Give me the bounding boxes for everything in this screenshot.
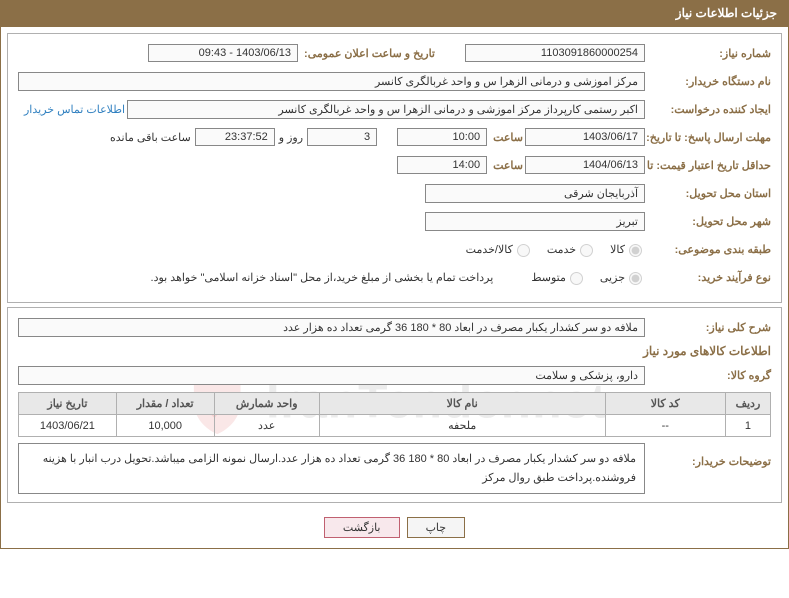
label-need-desc: شرح کلی نیاز: [651, 321, 771, 334]
label-remaining: ساعت باقی مانده [106, 129, 195, 146]
table-cell: 1403/06/21 [19, 415, 117, 437]
table-cell: 1 [725, 415, 770, 437]
label-day-and: روز و [275, 129, 307, 146]
value-resp-clock: 23:37:52 [195, 128, 275, 146]
value-need-desc: ملافه دو سر کشدار یکبار مصرف در ابعاد 80… [18, 318, 645, 337]
label-need-no: شماره نیاز: [651, 47, 771, 60]
form-section: شماره نیاز: 1103091860000254 تاریخ و ساع… [7, 33, 782, 303]
table-row: 1--ملحفهعدد10,0001403/06/21 [19, 415, 771, 437]
back-button[interactable]: بازگشت [324, 517, 400, 538]
radio-purchase-minor[interactable]: جزیی [600, 269, 645, 285]
items-section: IranTender.net شرح کلی نیاز: ملافه دو سر… [7, 307, 782, 503]
label-hour-1: ساعت [493, 131, 523, 144]
label-announce-dt: تاریخ و ساعت اعلان عمومی: [304, 47, 435, 60]
panel-title: جزئیات اطلاعات نیاز [0, 0, 789, 26]
label-buyer-org: نام دستگاه خریدار: [651, 75, 771, 88]
value-buyer-org: مرکز اموزشی و درمانی الزهرا س و واحد غرب… [18, 72, 645, 91]
table-header: کد کالا [605, 393, 725, 415]
value-resp-date: 1403/06/17 [525, 128, 645, 146]
table-cell: 10,000 [116, 415, 214, 437]
value-buyer-notes: ملافه دو سر کشدار یکبار مصرف در ابعاد 80… [18, 443, 645, 494]
print-button[interactable]: چاپ [407, 517, 466, 538]
items-section-title: اطلاعات کالاهای مورد نیاز [18, 344, 771, 358]
value-valid-date: 1404/06/13 [525, 156, 645, 174]
label-city: شهر محل تحویل: [651, 215, 771, 228]
value-announce-dt: 1403/06/13 - 09:43 [148, 44, 298, 62]
label-purchase-type: نوع فرآیند خرید: [651, 271, 771, 284]
radio-subject-service[interactable]: خدمت [547, 241, 596, 257]
value-province: آذربایجان شرقی [425, 184, 645, 203]
label-province: استان محل تحویل: [651, 187, 771, 200]
items-table: ردیفکد کالانام کالاواحد شمارشتعداد / مقد… [18, 392, 771, 437]
table-header: تعداد / مقدار [116, 393, 214, 415]
payment-note: پرداخت تمام یا بخشی از مبلغ خرید،از محل … [147, 269, 498, 286]
label-item-group: گروه کالا: [651, 369, 771, 382]
radio-subject-goods[interactable]: کالا [610, 241, 645, 257]
label-subject-class: طبقه بندی موضوعی: [651, 243, 771, 256]
table-header: تاریخ نیاز [19, 393, 117, 415]
table-header: نام کالا [319, 393, 605, 415]
value-requester: اکبر رستمی کارپرداز مرکز اموزشی و درمانی… [127, 100, 645, 119]
table-cell: عدد [214, 415, 319, 437]
buyer-contact-link[interactable]: اطلاعات تماس خریدار [24, 103, 125, 116]
value-city: تبریز [425, 212, 645, 231]
radio-subject-both[interactable]: کالا/خدمت [466, 241, 533, 257]
value-valid-time: 14:00 [397, 156, 487, 174]
label-buyer-notes: توضیحات خریدار: [651, 443, 771, 468]
value-resp-time: 10:00 [397, 128, 487, 146]
value-item-group: دارو، پزشکی و سلامت [18, 366, 645, 385]
table-header: واحد شمارش [214, 393, 319, 415]
label-requester: ایجاد کننده درخواست: [651, 103, 771, 116]
label-price-validity: حداقل تاریخ اعتبار قیمت: تا تاریخ: [651, 159, 771, 172]
table-cell: ملحفه [319, 415, 605, 437]
label-response-deadline: مهلت ارسال پاسخ: تا تاریخ: [651, 131, 771, 144]
table-cell: -- [605, 415, 725, 437]
value-resp-days: 3 [307, 128, 377, 146]
value-need-no: 1103091860000254 [465, 44, 645, 62]
radio-purchase-medium[interactable]: متوسط [531, 269, 586, 285]
label-hour-2: ساعت [493, 159, 523, 172]
table-header: ردیف [725, 393, 770, 415]
